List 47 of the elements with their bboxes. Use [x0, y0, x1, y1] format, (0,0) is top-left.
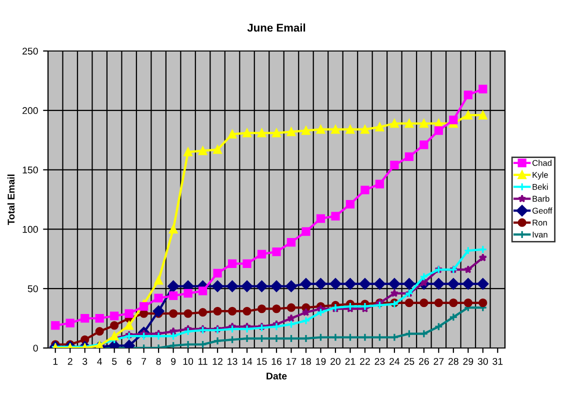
- x-tick-label: 3: [82, 358, 88, 365]
- x-tick-label: 10: [183, 358, 194, 365]
- x-tick-label: 16: [272, 358, 282, 365]
- y-tick-label: 50: [28, 285, 38, 292]
- legend-label: Chad: [532, 160, 552, 166]
- y-axis-title: Total Email: [7, 174, 15, 225]
- x-tick-label: 9: [171, 358, 176, 365]
- x-tick-label: 1: [53, 358, 58, 365]
- x-tick-label: 26: [419, 358, 429, 365]
- x-tick-label: 30: [478, 358, 488, 365]
- x-tick-label: 24: [390, 358, 400, 365]
- y-tick-label: 200: [22, 107, 38, 114]
- chart-title: June Email: [247, 24, 306, 32]
- legend-label: Kyle: [532, 172, 548, 180]
- legend-label: Ron: [532, 220, 547, 226]
- x-tick-label: 2: [68, 358, 72, 365]
- x-tick-label: 28: [448, 358, 458, 365]
- y-tick-label: 0: [33, 344, 38, 352]
- x-tick-label: 14: [242, 358, 252, 365]
- x-tick-label: 29: [463, 358, 474, 365]
- x-tick-label: 22: [360, 358, 370, 365]
- x-tick-label: 8: [156, 358, 161, 365]
- legend-label: Beki: [532, 184, 548, 190]
- y-tick-label: 100: [22, 226, 38, 233]
- x-tick-label: 7: [142, 358, 146, 365]
- x-tick-label: 4: [97, 358, 102, 365]
- x-tick-label: 20: [330, 358, 340, 365]
- x-tick-label: 31: [492, 358, 503, 365]
- x-tick-label: 12: [212, 358, 222, 365]
- x-tick-label: 5: [112, 358, 117, 365]
- x-tick-label: 17: [286, 358, 296, 365]
- x-tick-label: 15: [257, 358, 267, 365]
- y-tick-label: 150: [22, 166, 38, 174]
- x-tick-label: 18: [301, 358, 311, 365]
- x-tick-label: 27: [434, 358, 444, 365]
- x-tick-label: 23: [374, 358, 385, 365]
- legend-label: Barb: [532, 196, 550, 202]
- x-tick-label: 11: [198, 358, 208, 365]
- legend-label: Geoff: [532, 208, 552, 214]
- legend-label: Ivan: [532, 232, 548, 238]
- x-tick-label: 19: [316, 358, 326, 365]
- x-tick-label: 6: [126, 358, 132, 365]
- y-tick-label: 250: [22, 48, 38, 55]
- x-axis-title: Date: [266, 372, 287, 380]
- x-tick-label: 25: [404, 358, 414, 365]
- x-tick-label: 21: [345, 358, 356, 365]
- x-tick-label: 13: [228, 358, 238, 365]
